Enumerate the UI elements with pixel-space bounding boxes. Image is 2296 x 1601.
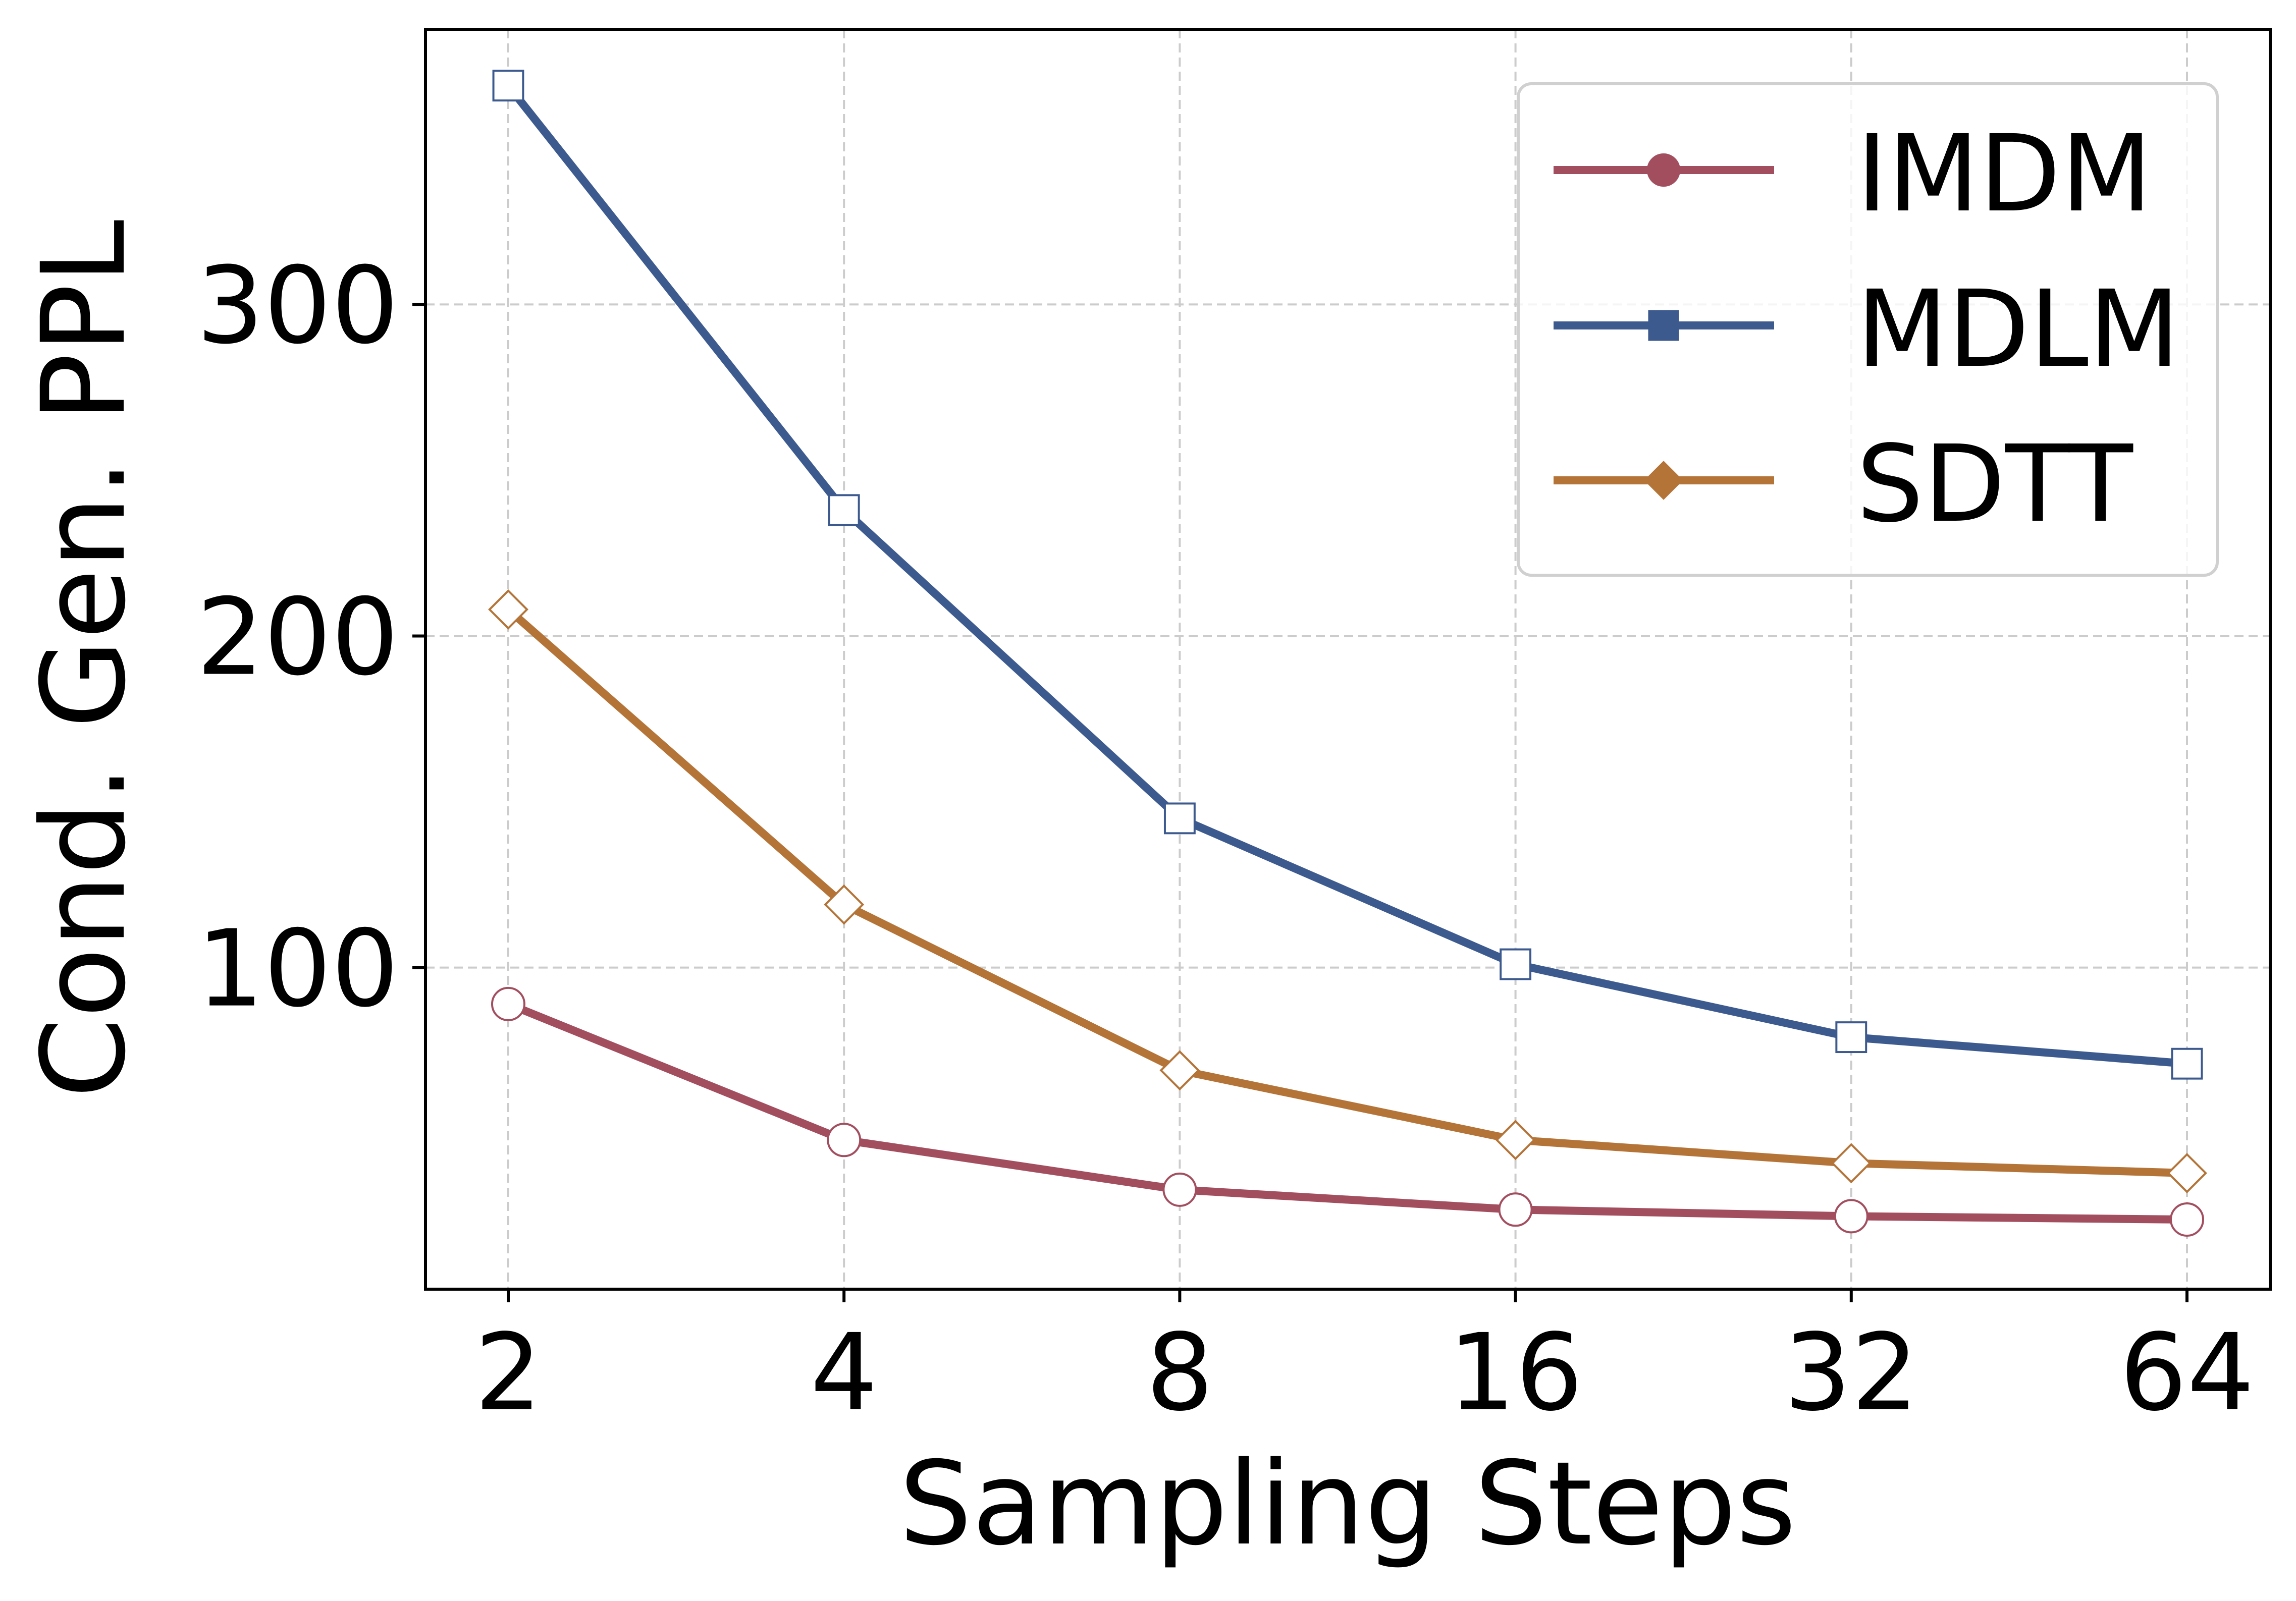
series-imdm: [504, 1000, 2191, 1224]
legend-swatch-marker: [1648, 310, 1679, 341]
x-axis-label: Sampling Steps: [899, 1437, 1796, 1571]
x-tick-label: 8: [1146, 1311, 1214, 1434]
data-point: [1163, 802, 1196, 835]
plot-frame: [424, 28, 2272, 1291]
series-line: [504, 605, 2191, 1178]
data-point: [828, 494, 860, 526]
y-tick-label: 300: [196, 244, 399, 367]
data-point: [2167, 1153, 2207, 1193]
x-tick-label: 32: [1784, 1311, 1918, 1434]
series-imdm-markers: [491, 986, 2204, 1237]
legend: IMDM MDLM SDTT: [1517, 82, 2219, 577]
data-point: [1835, 1021, 1867, 1054]
legend-label: MDLM: [1856, 267, 2180, 391]
y-tick-label: 100: [196, 907, 399, 1031]
data-point: [824, 884, 865, 925]
data-point: [827, 1123, 862, 1157]
data-point: [1162, 1172, 1197, 1207]
data-point: [1831, 1143, 1872, 1184]
x-tick-label: 64: [2119, 1311, 2254, 1434]
data-point: [1159, 1050, 1200, 1091]
x-tick-label: 16: [1448, 1311, 1583, 1434]
series-mdlm: [504, 81, 2191, 1068]
series-line: [504, 81, 2191, 1068]
data-point: [2170, 1202, 2204, 1237]
series-sdtt-markers: [488, 589, 2207, 1193]
legend-item-mdlm: MDLM: [1554, 267, 2180, 391]
grid: [425, 29, 2270, 1289]
y-axis-label: Cond. Gen. PPL: [17, 219, 151, 1098]
data-point: [1495, 1120, 1536, 1161]
legend-label: IMDM: [1856, 112, 2152, 236]
legend-item-imdm: IMDM: [1554, 112, 2152, 236]
series-line: [504, 1000, 2191, 1224]
data-point: [1834, 1199, 1868, 1234]
legend-item-sdtt: SDTT: [1554, 422, 2133, 546]
data-point: [2171, 1047, 2203, 1080]
y-tick-label: 200: [196, 576, 399, 699]
axis-ticks: 2 4 8 16 32 64 100 200 300: [196, 244, 2254, 1434]
x-tick-label: 2: [474, 1311, 542, 1434]
data-point: [1500, 948, 1532, 980]
data-point: [492, 70, 524, 102]
series-lines: [488, 70, 2207, 1237]
legend-label: SDTT: [1856, 422, 2133, 546]
data-point: [491, 986, 525, 1021]
x-tick-label: 4: [810, 1311, 878, 1434]
series-mdlm-markers: [492, 70, 2203, 1080]
legend-swatch-marker: [1647, 153, 1680, 187]
data-point: [488, 589, 528, 630]
legend-swatch-marker: [1644, 461, 1683, 500]
legend-box: [1517, 82, 2219, 577]
data-point: [1498, 1192, 1533, 1227]
series-sdtt: [504, 605, 2191, 1178]
